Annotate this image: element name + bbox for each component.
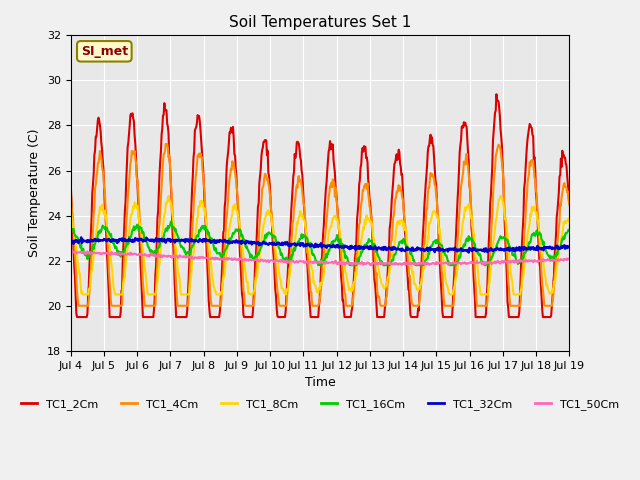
X-axis label: Time: Time — [305, 376, 335, 389]
Legend: TC1_2Cm, TC1_4Cm, TC1_8Cm, TC1_16Cm, TC1_32Cm, TC1_50Cm: TC1_2Cm, TC1_4Cm, TC1_8Cm, TC1_16Cm, TC1… — [16, 395, 624, 415]
Y-axis label: Soil Temperature (C): Soil Temperature (C) — [28, 129, 41, 257]
Text: SI_met: SI_met — [81, 45, 128, 58]
Title: Soil Temperatures Set 1: Soil Temperatures Set 1 — [229, 15, 411, 30]
